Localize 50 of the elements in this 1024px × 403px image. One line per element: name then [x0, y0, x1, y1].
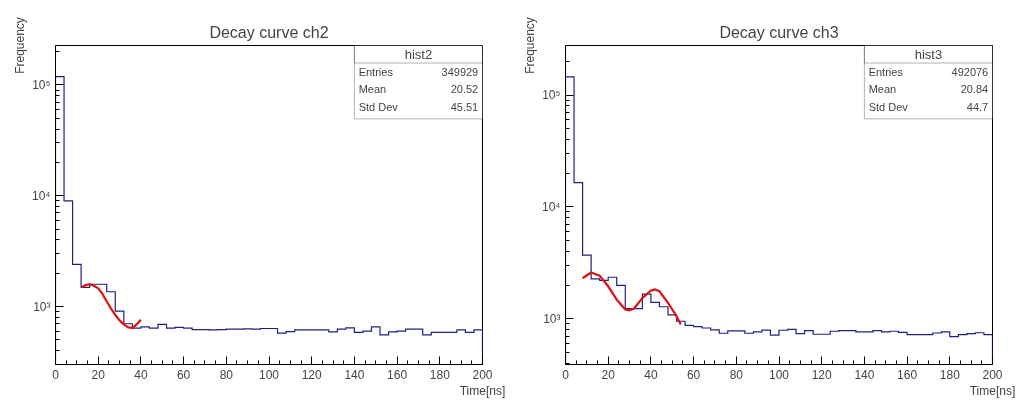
annotation: Entries	[868, 65, 904, 78]
x-tick-label: 40	[134, 367, 148, 382]
x-axis-title: Time[ns]	[969, 383, 1016, 398]
line-series	[581, 271, 682, 326]
x-tick-label: 40	[644, 367, 658, 382]
annotation: Entries	[358, 65, 394, 78]
x-tick-label: 180	[429, 367, 451, 382]
annotation: Mean	[868, 83, 897, 96]
annotation: 44.7	[966, 100, 989, 113]
y-tick-label: 10⁵	[542, 88, 561, 102]
y-tick-label: 10³	[543, 311, 561, 326]
chart-title: Decay curve ch2	[209, 23, 329, 41]
x-tick-label: 200	[982, 367, 1003, 382]
x-tick-label: 0	[52, 367, 60, 382]
annotation: 45.51	[450, 100, 479, 113]
x-tick-label: 60	[686, 367, 701, 382]
x-tick-label: 20	[601, 367, 616, 382]
annotation: 20.84	[960, 83, 989, 96]
chart-title: Decay curve ch3	[719, 23, 839, 41]
x-tick-label: 160	[897, 367, 918, 382]
x-tick-label: 80	[729, 367, 744, 382]
annotation: 349929	[441, 65, 479, 78]
line-series	[80, 283, 142, 330]
x-tick-label: 120	[811, 367, 833, 382]
annotation: Std Dev	[868, 100, 909, 113]
x-tick-label: 140	[854, 367, 875, 382]
annotation: Std Dev	[358, 100, 399, 113]
annotation: 492076	[951, 65, 989, 78]
x-tick-label: 180	[939, 367, 961, 382]
x-tick-label: 200	[472, 367, 493, 382]
y-tick-label: 10⁴	[32, 188, 51, 203]
x-tick-label: 160	[387, 367, 408, 382]
annotation: Mean	[358, 83, 387, 96]
y-tick-label: 10⁴	[542, 199, 561, 214]
annotation: 20.52	[450, 83, 479, 96]
annotation: hist2	[404, 46, 433, 62]
y-tick-label: 10⁵	[32, 77, 51, 92]
y-tick-label: 10³	[33, 299, 51, 314]
x-tick-label: 0	[562, 367, 570, 382]
x-axis-title: Time[ns]	[459, 383, 506, 398]
y-axis-title: Frequency	[523, 17, 537, 74]
x-tick-label: 60	[176, 367, 191, 382]
x-tick-label: 80	[219, 367, 234, 382]
x-tick-label: 120	[301, 367, 323, 382]
x-tick-label: 20	[91, 367, 106, 382]
y-axis-title: Frequency	[13, 17, 27, 74]
annotation: hist3	[914, 46, 943, 62]
x-tick-label: 140	[344, 367, 365, 382]
x-tick-label: 100	[258, 367, 280, 382]
x-tick-label: 100	[768, 367, 790, 382]
